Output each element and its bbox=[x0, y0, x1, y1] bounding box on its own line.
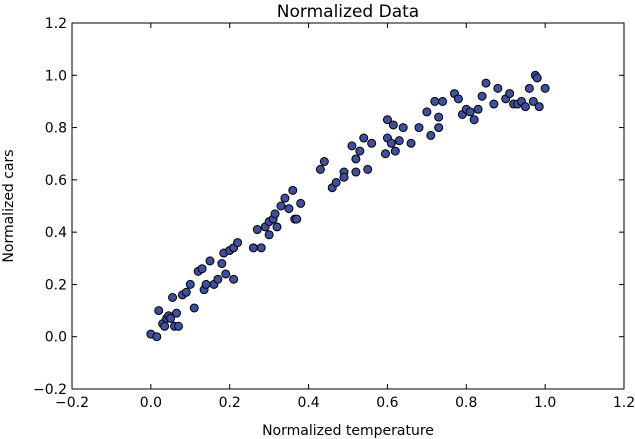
data-point bbox=[296, 198, 306, 208]
ticks-layer: −0.2 0.0 0.2 0.4 0.6 0.8 1.0 1.2 −0.2 0.0 0.2 0.4 0.… bbox=[33, 16, 635, 411]
data-point bbox=[276, 201, 286, 211]
x-tick-label: 0.2 bbox=[219, 395, 241, 411]
data-point bbox=[292, 214, 302, 224]
x-axis-label: Normalized temperature bbox=[262, 423, 434, 439]
data-point bbox=[540, 83, 550, 93]
x-tick-label: 0.8 bbox=[455, 395, 477, 411]
y-tick-label: 0.8 bbox=[45, 121, 67, 137]
data-point bbox=[394, 136, 404, 146]
data-point bbox=[382, 115, 392, 125]
data-point bbox=[347, 141, 357, 151]
data-point bbox=[414, 123, 424, 133]
data-point bbox=[197, 264, 207, 274]
data-point bbox=[181, 287, 191, 297]
x-tick-label: 1.2 bbox=[613, 395, 635, 411]
y-tick-label: 1.0 bbox=[45, 68, 67, 84]
data-point bbox=[280, 193, 290, 203]
data-point bbox=[390, 146, 400, 156]
data-point bbox=[284, 204, 294, 214]
y-axis-label: Normalized cars bbox=[1, 149, 17, 262]
data-point bbox=[185, 279, 195, 289]
data-point bbox=[386, 138, 396, 148]
data-point bbox=[351, 154, 361, 164]
data-point bbox=[477, 91, 487, 101]
data-point bbox=[434, 123, 444, 133]
chart-title: Normalized Data bbox=[277, 2, 419, 22]
y-tick-label: 0.6 bbox=[45, 173, 67, 189]
data-point bbox=[233, 238, 243, 248]
data-point bbox=[430, 96, 440, 106]
y-tick-label: 0.2 bbox=[45, 277, 67, 293]
data-point bbox=[205, 256, 215, 266]
x-tick-label: 0.6 bbox=[376, 395, 398, 411]
y-tick-label: 0.0 bbox=[45, 330, 67, 346]
data-point bbox=[248, 243, 258, 253]
data-point bbox=[213, 274, 223, 284]
data-point bbox=[359, 133, 369, 143]
data-point bbox=[367, 138, 377, 148]
data-point bbox=[319, 157, 329, 167]
data-point bbox=[505, 89, 515, 99]
data-point bbox=[532, 73, 542, 83]
y-tick-label: 0.4 bbox=[45, 225, 67, 241]
data-point bbox=[363, 164, 373, 174]
data-point bbox=[168, 293, 178, 302]
data-point bbox=[524, 83, 534, 93]
data-point bbox=[229, 274, 239, 284]
data-point bbox=[252, 225, 262, 235]
data-point bbox=[465, 107, 475, 117]
y-tick-label: −0.2 bbox=[33, 382, 67, 398]
x-tick-label: 0.0 bbox=[140, 395, 162, 411]
data-point bbox=[270, 209, 280, 219]
data-point bbox=[453, 94, 463, 104]
data-point bbox=[288, 185, 298, 195]
data-point bbox=[422, 107, 432, 117]
x-tick-label: 0.4 bbox=[297, 395, 319, 411]
y-tick-label: 1.2 bbox=[45, 16, 67, 32]
data-point bbox=[380, 149, 390, 159]
data-point bbox=[272, 222, 282, 232]
data-point bbox=[398, 123, 408, 133]
data-point bbox=[534, 102, 544, 112]
data-point bbox=[331, 177, 341, 187]
x-tick-label: −0.2 bbox=[55, 395, 89, 411]
plot-frame bbox=[71, 22, 625, 390]
data-point bbox=[528, 96, 538, 106]
data-point bbox=[171, 308, 181, 318]
data-point bbox=[201, 279, 211, 289]
data-point bbox=[221, 269, 231, 279]
data-point bbox=[339, 172, 349, 182]
data-point bbox=[406, 138, 416, 148]
data-point bbox=[315, 164, 325, 174]
data-point bbox=[493, 83, 503, 93]
data-point bbox=[481, 78, 491, 88]
data-point bbox=[473, 104, 483, 114]
points-layer bbox=[146, 70, 550, 342]
data-point bbox=[166, 313, 176, 323]
data-point bbox=[351, 167, 361, 177]
data-point bbox=[217, 259, 227, 269]
data-point bbox=[189, 303, 199, 313]
data-point bbox=[438, 96, 448, 106]
data-point bbox=[173, 321, 183, 331]
data-point bbox=[256, 243, 266, 253]
data-point bbox=[154, 306, 164, 316]
data-point bbox=[469, 115, 479, 125]
data-point bbox=[264, 230, 274, 240]
x-tick-label: 1.0 bbox=[534, 395, 556, 411]
data-point bbox=[152, 332, 162, 342]
data-point bbox=[426, 130, 436, 140]
data-point bbox=[434, 112, 444, 122]
data-point bbox=[160, 321, 170, 331]
data-point bbox=[489, 99, 499, 109]
data-point bbox=[388, 120, 398, 130]
data-point bbox=[355, 146, 365, 156]
data-point bbox=[520, 102, 530, 112]
